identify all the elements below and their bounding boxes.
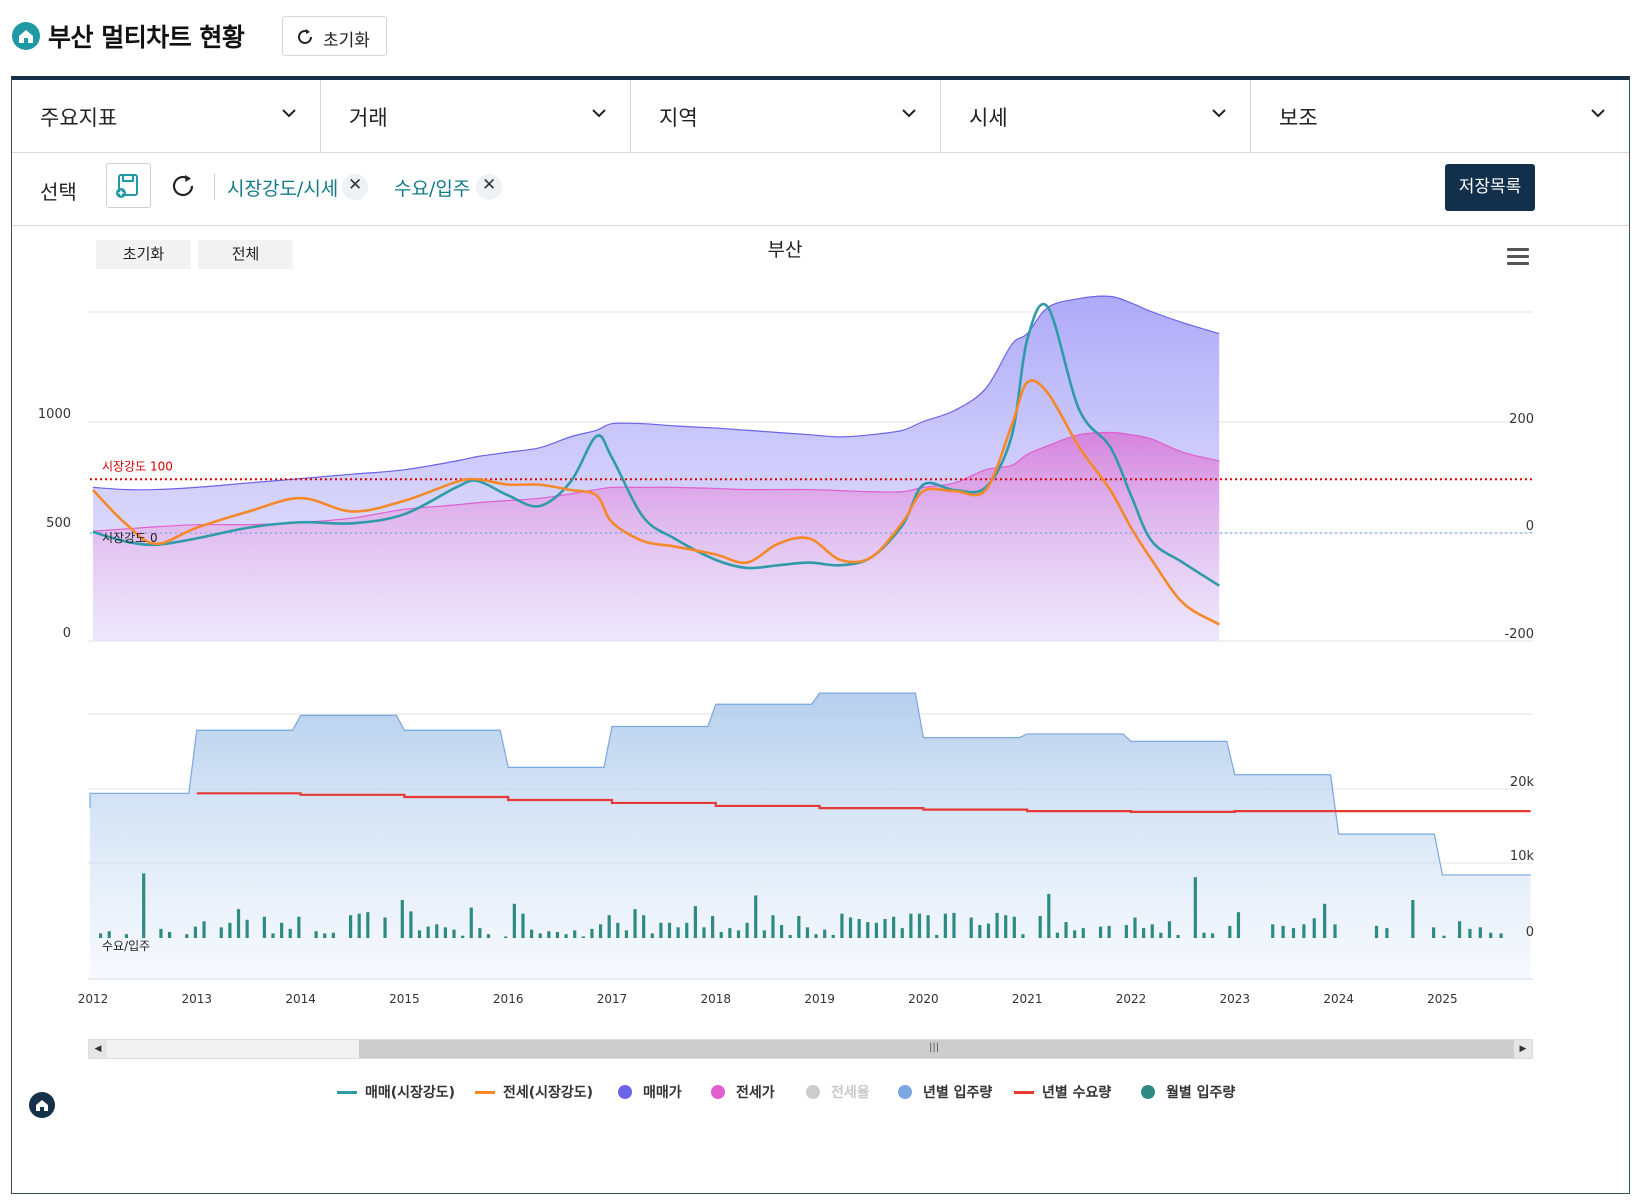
remove-tag-button[interactable]: ✕ [476, 174, 502, 200]
brand-logo-icon [29, 1092, 55, 1118]
menu-auxiliary[interactable]: 보조 [1251, 80, 1629, 152]
save-chart-button[interactable] [106, 163, 151, 208]
reset-button[interactable]: 초기화 [282, 16, 387, 56]
legend-label: 월별 입주량 [1166, 1085, 1236, 1101]
menu-prices[interactable]: 시세 [941, 80, 1251, 152]
legend-label: 년별 수요량 [1042, 1085, 1112, 1101]
legend-label: 년별 입주량 [923, 1085, 993, 1101]
menu-main-indicators[interactable]: 주요지표 [12, 80, 321, 152]
scroll-thumb[interactable]: ||| [359, 1040, 1517, 1058]
scroll-right-arrow[interactable]: ▶ [1514, 1040, 1532, 1058]
menu-label: 시세 [969, 106, 1008, 130]
page-title: 부산 멀티차트 현황 [48, 23, 245, 52]
legend-label: 전세가 [736, 1085, 775, 1101]
close-icon: ✕ [482, 175, 497, 195]
remove-tag-button[interactable]: ✕ [342, 174, 368, 200]
chart-reset-zoom-button[interactable]: 초기화 [96, 240, 191, 269]
save-icon [116, 174, 138, 198]
tag-demand-supply: 수요/입주 [394, 178, 471, 200]
tag-market-strength-price: 시장강도/시세 [227, 178, 339, 200]
menu-label: 지역 [659, 106, 698, 130]
menu-label: 거래 [349, 106, 388, 130]
chart-title: 부산 [767, 239, 803, 261]
chart-show-all-button[interactable]: 전체 [198, 240, 293, 269]
chevron-down-icon [282, 109, 296, 118]
legend-label: 매매가 [643, 1085, 682, 1101]
chart-menu-icon[interactable] [1507, 248, 1529, 266]
legend-marker [475, 1091, 495, 1094]
chevron-down-icon [1212, 109, 1226, 118]
close-icon: ✕ [348, 175, 363, 195]
chart-legend: 매매(시장강도) 전세(시장강도) 매매가 전세가 전세율 년별 입주량 년별 수요량 월별 … [0, 1080, 1639, 1104]
divider [214, 174, 215, 200]
menu-region[interactable]: 지역 [631, 80, 941, 152]
legend-marker [898, 1085, 912, 1099]
legend-label: 전세(시장강도) [503, 1085, 594, 1101]
menu-label: 주요지표 [40, 106, 118, 130]
home-logo-icon [12, 22, 40, 50]
legend-marker [337, 1091, 357, 1094]
reset-button-label: 초기화 [323, 31, 370, 51]
chevron-down-icon [902, 109, 916, 118]
menu-transactions[interactable]: 거래 [321, 80, 631, 152]
chart-navigator-scrollbar[interactable]: ◀ ||| ▶ [88, 1039, 1533, 1059]
scroll-left-arrow[interactable]: ◀ [89, 1040, 107, 1058]
chevron-down-icon [1591, 109, 1605, 118]
legend-marker [618, 1085, 632, 1099]
legend-marker [1014, 1091, 1034, 1094]
selection-bar: 선택 시장강도/시세 ✕ 수요/입주 ✕ 저장목록 [12, 152, 1629, 226]
legend-label: 전세율 [831, 1085, 870, 1101]
save-list-button[interactable]: 저장목록 [1445, 164, 1535, 211]
refresh-icon [298, 29, 312, 44]
legend-marker [1141, 1085, 1155, 1099]
top-bar: 부산 멀티차트 현황 초기화 [0, 0, 1639, 75]
refresh-selection-icon[interactable] [169, 172, 197, 200]
legend-marker [806, 1085, 820, 1099]
legend-label: 매매(시장강도) [365, 1085, 456, 1101]
selection-label: 선택 [40, 180, 77, 204]
legend-marker [711, 1085, 725, 1099]
chevron-down-icon [592, 109, 606, 118]
menu-bar: 주요지표 거래 지역 시세 보조 [12, 80, 1629, 153]
menu-label: 보조 [1279, 106, 1318, 130]
